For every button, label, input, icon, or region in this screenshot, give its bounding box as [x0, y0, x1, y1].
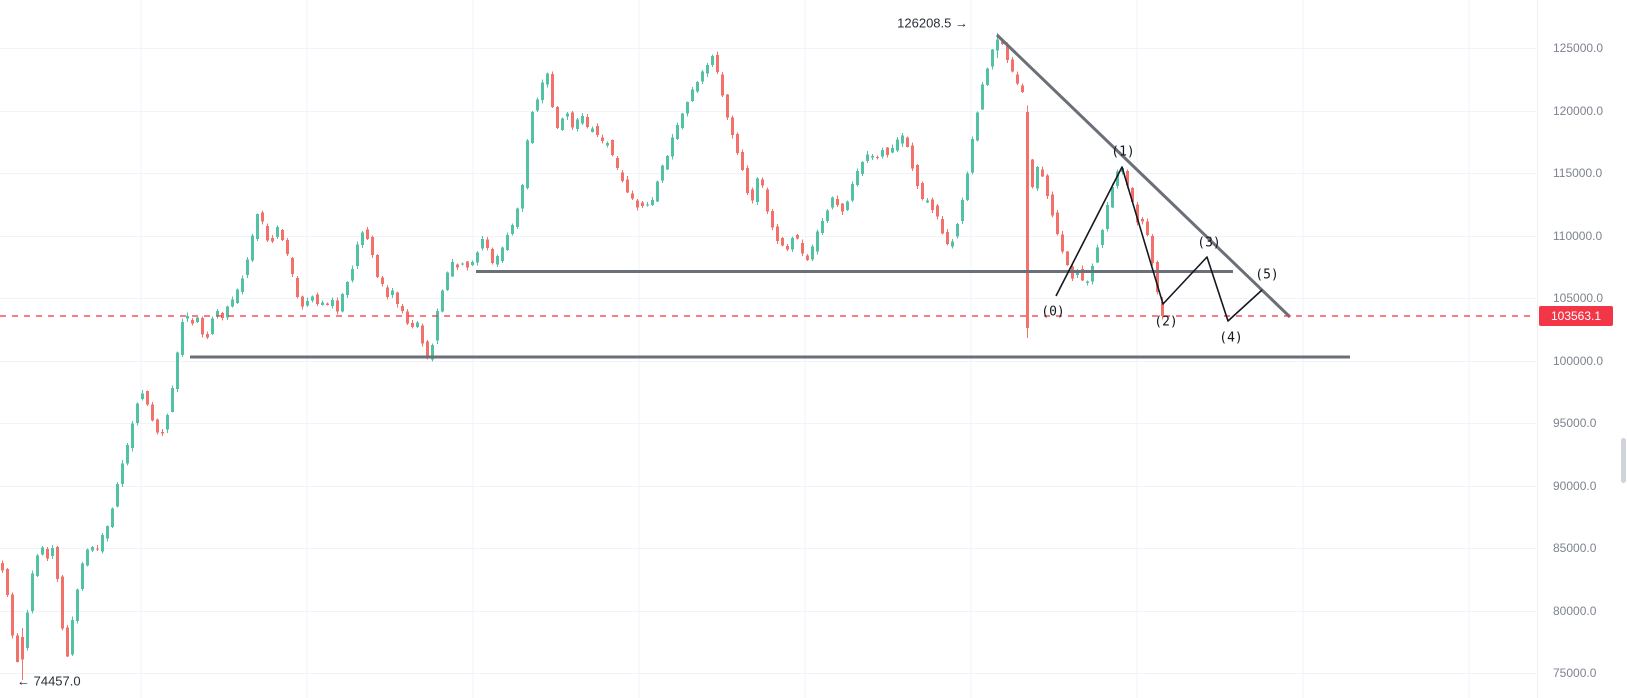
wave-label: (4) — [1219, 330, 1243, 346]
elliott-wave-drawing[interactable] — [1055, 166, 1263, 322]
axis-price-label: 85000.0 — [1553, 541, 1597, 555]
axis-price-label: 75000.0 — [1553, 666, 1597, 680]
wave-label: (2) — [1154, 314, 1178, 330]
axis-price-label: 120000.0 — [1553, 103, 1604, 118]
axis-price-label: 125000.0 — [1553, 41, 1604, 55]
wave-label: (3) — [1197, 235, 1221, 251]
price-axis[interactable]: 125000.0 120000.0 115000.0 110000.0 105000.0… — [1536, 0, 1627, 698]
highest-price-label: 126208.5 → — [897, 15, 968, 31]
scrollbar-thumb[interactable] — [1621, 438, 1626, 483]
wave-label: (0) — [1041, 304, 1065, 320]
axis-price-label: 95000.0 — [1553, 416, 1597, 430]
price-axis-separator — [1537, 0, 1538, 698]
lowest-price-label: ← 74457.0 — [17, 673, 81, 689]
grid-layer — [0, 0, 1536, 698]
wave-label: (1) — [1111, 144, 1135, 160]
trendline-drawing[interactable] — [995, 33, 1292, 319]
candles-layer — [1, 32, 1164, 680]
wave-label: (5) — [1255, 267, 1279, 283]
axis-price-label: 115000.0 — [1553, 166, 1603, 180]
axis-price-label: 80000.0 — [1553, 603, 1597, 618]
axis-price-label: 105000.0 — [1553, 291, 1604, 305]
axis-price-label: 100000.0 — [1553, 353, 1604, 368]
current-price-label: 103563.1 — [1539, 305, 1613, 326]
axis-price-label: 90000.0 — [1553, 478, 1597, 493]
axis-price-label: 110000.0 — [1553, 228, 1603, 243]
